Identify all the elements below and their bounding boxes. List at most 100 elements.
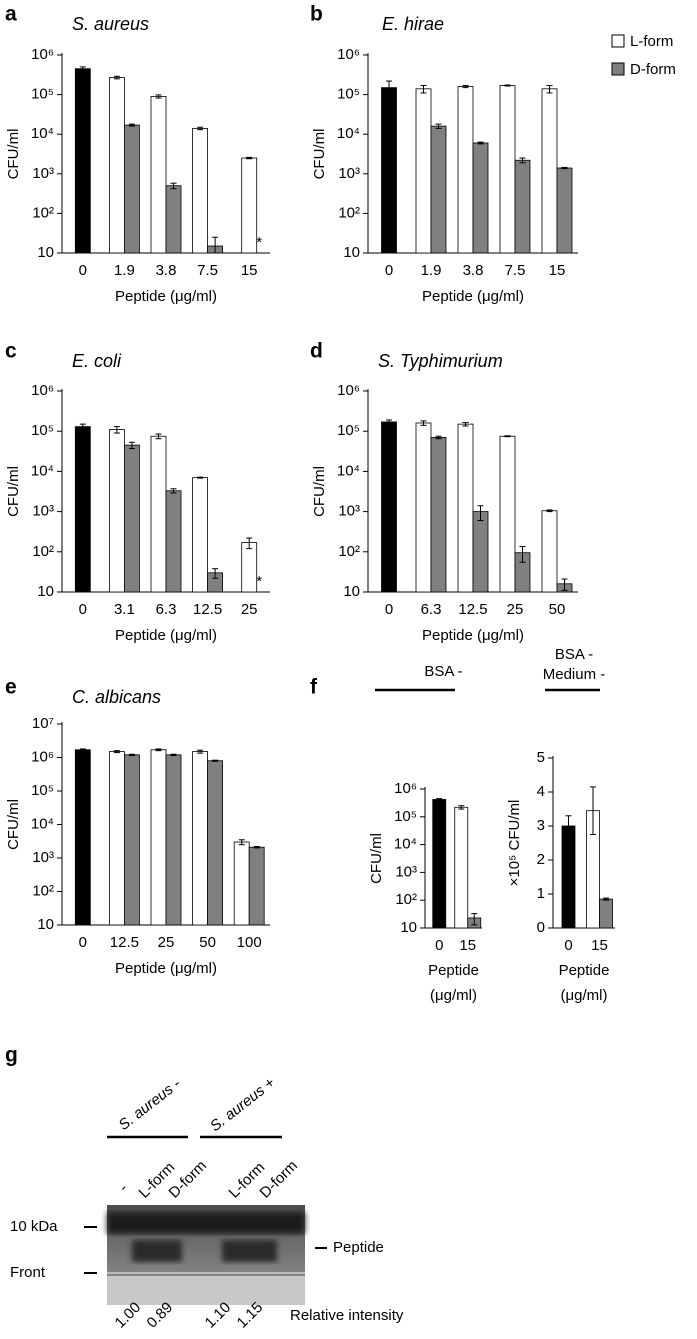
bar: [124, 754, 140, 926]
error-bar: [113, 426, 120, 434]
x-tick-label: 1.9: [421, 262, 442, 279]
y-tick-label: 10: [343, 244, 360, 261]
y-axis-label: ×10⁵ CFU/ml: [506, 800, 523, 887]
x-tick-label: 15: [459, 937, 476, 954]
y-tick-label: 10⁶: [31, 748, 54, 765]
error-bar: [197, 126, 204, 131]
x-axis-label: Peptide: [559, 962, 610, 979]
y-axis-label: CFU/ml: [5, 466, 22, 517]
legend-label: L-form: [630, 33, 673, 50]
bar: [241, 542, 258, 593]
bar: [599, 898, 613, 929]
y-tick-label: 10⁶: [337, 46, 360, 63]
error-bar: [436, 798, 443, 801]
annotation: *: [256, 573, 262, 590]
error-bar: [197, 749, 204, 754]
y-tick-label: 10: [343, 583, 360, 600]
chart-title: BSA -: [555, 646, 593, 663]
panel-label: f: [310, 676, 318, 699]
y-tick-label: 10⁶: [31, 382, 54, 399]
x-tick-label: 1.9: [114, 262, 135, 279]
y-tick-label: 10²: [32, 543, 54, 560]
bar: [499, 435, 516, 593]
x-tick-label: 0: [385, 262, 393, 279]
bar: [432, 799, 447, 929]
bar: [192, 477, 209, 593]
bar: [561, 825, 576, 929]
chart-title: C. albicans: [72, 687, 161, 707]
error-bar: [435, 123, 442, 129]
y-tick-label: 10³: [395, 863, 417, 880]
x-axis-label: Peptide (μg/ml): [115, 960, 217, 977]
chart-title: S. Typhimurium: [378, 351, 503, 371]
x-tick-label: 100: [237, 934, 262, 951]
marker-label: Front: [10, 1264, 46, 1281]
error-bar: [546, 509, 553, 513]
x-axis-label: Peptide: [428, 962, 479, 979]
x-tick-label: 12.5: [193, 601, 222, 618]
bar: [74, 426, 91, 593]
x-tick-label: 0: [435, 937, 443, 954]
y-tick-label: 10⁵: [31, 422, 54, 439]
error-bar: [79, 66, 86, 72]
error-bar: [561, 166, 568, 170]
legend-swatch: [611, 62, 625, 76]
error-bar: [212, 568, 219, 579]
intensity-label: Relative intensity: [290, 1307, 404, 1324]
error-bar: [504, 435, 511, 438]
bar: [233, 841, 250, 926]
bar: [415, 88, 432, 254]
bar: [454, 806, 469, 929]
panel-label: e: [5, 676, 17, 699]
error-bar: [197, 476, 204, 479]
error-bar: [420, 84, 427, 94]
y-tick-label: 2: [537, 851, 545, 868]
y-tick-label: 10⁴: [337, 462, 360, 479]
error-bar: [246, 156, 253, 160]
y-tick-label: 10⁶: [31, 46, 54, 63]
panel-label: a: [5, 3, 17, 26]
y-tick-label: 5: [537, 749, 545, 766]
y-tick-label: 10³: [338, 165, 360, 182]
y-tick-label: 10⁴: [31, 815, 54, 832]
x-tick-label: 3.8: [463, 262, 484, 279]
x-axis-label: (μg/ml): [561, 987, 608, 1004]
x-tick-label: 0: [79, 262, 87, 279]
error-bar: [386, 80, 392, 99]
error-bar: [253, 846, 260, 849]
error-bar: [113, 750, 120, 754]
error-bar: [128, 123, 135, 127]
lane-label: -: [116, 1180, 132, 1196]
error-bar: [462, 84, 469, 89]
bar: [109, 751, 125, 926]
y-axis-label: CFU/ml: [5, 129, 22, 180]
x-tick-label: 0: [564, 937, 572, 954]
chart-subtitle: Medium -: [543, 666, 606, 683]
annotation: *: [256, 234, 262, 251]
x-tick-label: 25: [241, 601, 258, 618]
x-tick-label: 0: [79, 934, 87, 951]
y-axis-label: CFU/ml: [5, 799, 22, 850]
y-tick-label: 10⁵: [337, 422, 360, 439]
error-bar: [590, 786, 596, 835]
y-tick-label: 10²: [338, 204, 360, 221]
bar: [457, 86, 474, 254]
bar: [165, 754, 182, 926]
x-tick-label: 0: [385, 601, 393, 618]
lane-label: D-form: [257, 1157, 301, 1201]
x-tick-label: 0: [79, 601, 87, 618]
error-bar: [155, 94, 162, 99]
bar: [381, 421, 397, 593]
panel-label: c: [5, 340, 17, 363]
error-bar: [420, 420, 427, 426]
error-bar: [238, 839, 245, 846]
error-bar: [79, 748, 86, 752]
bar: [150, 96, 167, 254]
legend-label: D-form: [630, 61, 676, 78]
error-bar: [212, 759, 219, 762]
y-tick-label: 10⁶: [337, 382, 360, 399]
error-bar: [128, 753, 135, 756]
y-tick-label: 10: [400, 919, 417, 936]
lane-label: D-form: [166, 1157, 210, 1201]
error-bar: [561, 578, 568, 591]
